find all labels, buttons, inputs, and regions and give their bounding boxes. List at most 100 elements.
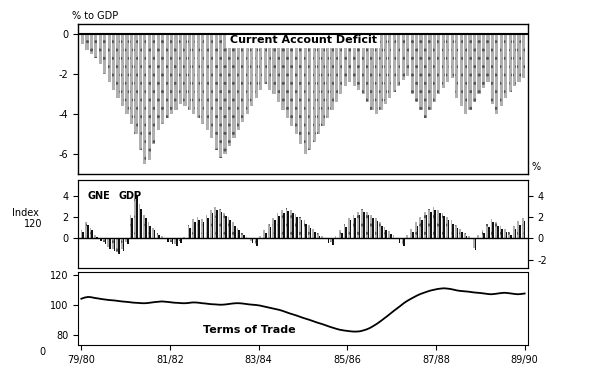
Bar [504,34,508,98]
Bar [509,34,512,92]
Bar [216,210,218,238]
Bar [469,236,470,238]
Bar [87,225,89,238]
Bar [446,217,448,238]
Bar [513,34,516,86]
Bar [346,227,347,238]
Bar [497,226,499,238]
Bar [188,225,190,238]
Bar [263,230,265,238]
Bar [295,214,296,238]
Bar [176,238,178,246]
Bar [85,222,87,238]
Bar [323,238,325,240]
Bar [210,34,213,138]
Bar [254,238,256,244]
Bar [252,238,253,243]
Bar [508,232,510,238]
Bar [131,218,133,238]
Bar [460,229,461,238]
Text: Terms of Trade: Terms of Trade [203,326,295,335]
Bar [105,238,106,244]
Bar [157,34,160,130]
Bar [366,34,369,102]
Bar [448,220,449,238]
Bar [125,34,128,114]
Bar [390,234,392,238]
Bar [107,238,109,247]
Bar [399,238,400,243]
Bar [265,233,267,238]
Bar [166,238,167,240]
Bar [379,34,383,110]
Bar [219,209,221,238]
Bar [437,34,440,94]
Bar [232,34,236,138]
Bar [484,233,485,238]
Bar [103,238,105,242]
Bar [451,220,452,238]
Bar [170,238,172,242]
Bar [437,210,439,238]
Bar [149,226,151,238]
Bar [91,230,93,238]
Bar [363,212,365,238]
Bar [332,238,334,245]
Bar [201,34,205,124]
Bar [419,217,421,238]
Bar [348,34,352,82]
Bar [112,34,115,90]
Bar [228,34,231,146]
Bar [140,209,142,238]
Bar [353,215,354,238]
Bar [145,218,146,238]
Bar [410,229,412,238]
Bar [455,225,457,238]
Bar [148,222,149,238]
Bar [443,216,445,238]
Bar [263,34,267,84]
Bar [130,215,131,238]
Bar [254,34,258,98]
Bar [192,219,194,239]
Bar [477,235,479,238]
Bar [500,34,503,106]
Bar [403,238,405,246]
Bar [424,212,425,238]
Bar [286,34,289,118]
Bar [243,235,245,238]
Bar [366,212,368,238]
Bar [406,34,409,76]
Bar [259,236,260,238]
Bar [372,218,374,238]
Bar [201,219,203,239]
Bar [305,224,307,238]
Bar [103,34,106,74]
Bar [310,228,311,238]
Bar [161,34,164,124]
Bar [161,236,163,238]
Bar [469,34,472,110]
Bar [260,238,262,240]
Text: Current Account Deficit: Current Account Deficit [229,35,377,45]
Bar [410,34,414,94]
Bar [341,233,343,238]
Bar [493,222,494,238]
Bar [335,236,337,238]
Bar [339,230,341,238]
Bar [375,34,378,114]
Bar [495,222,497,238]
Bar [256,238,258,246]
Bar [185,238,187,240]
Bar [415,34,418,102]
Bar [139,204,140,238]
Bar [381,226,383,238]
Bar [112,238,113,249]
Bar [442,34,445,88]
Bar [339,34,343,94]
Bar [181,238,182,243]
Bar [506,232,508,238]
Bar [393,34,396,92]
Bar [401,34,405,80]
Bar [277,213,278,238]
